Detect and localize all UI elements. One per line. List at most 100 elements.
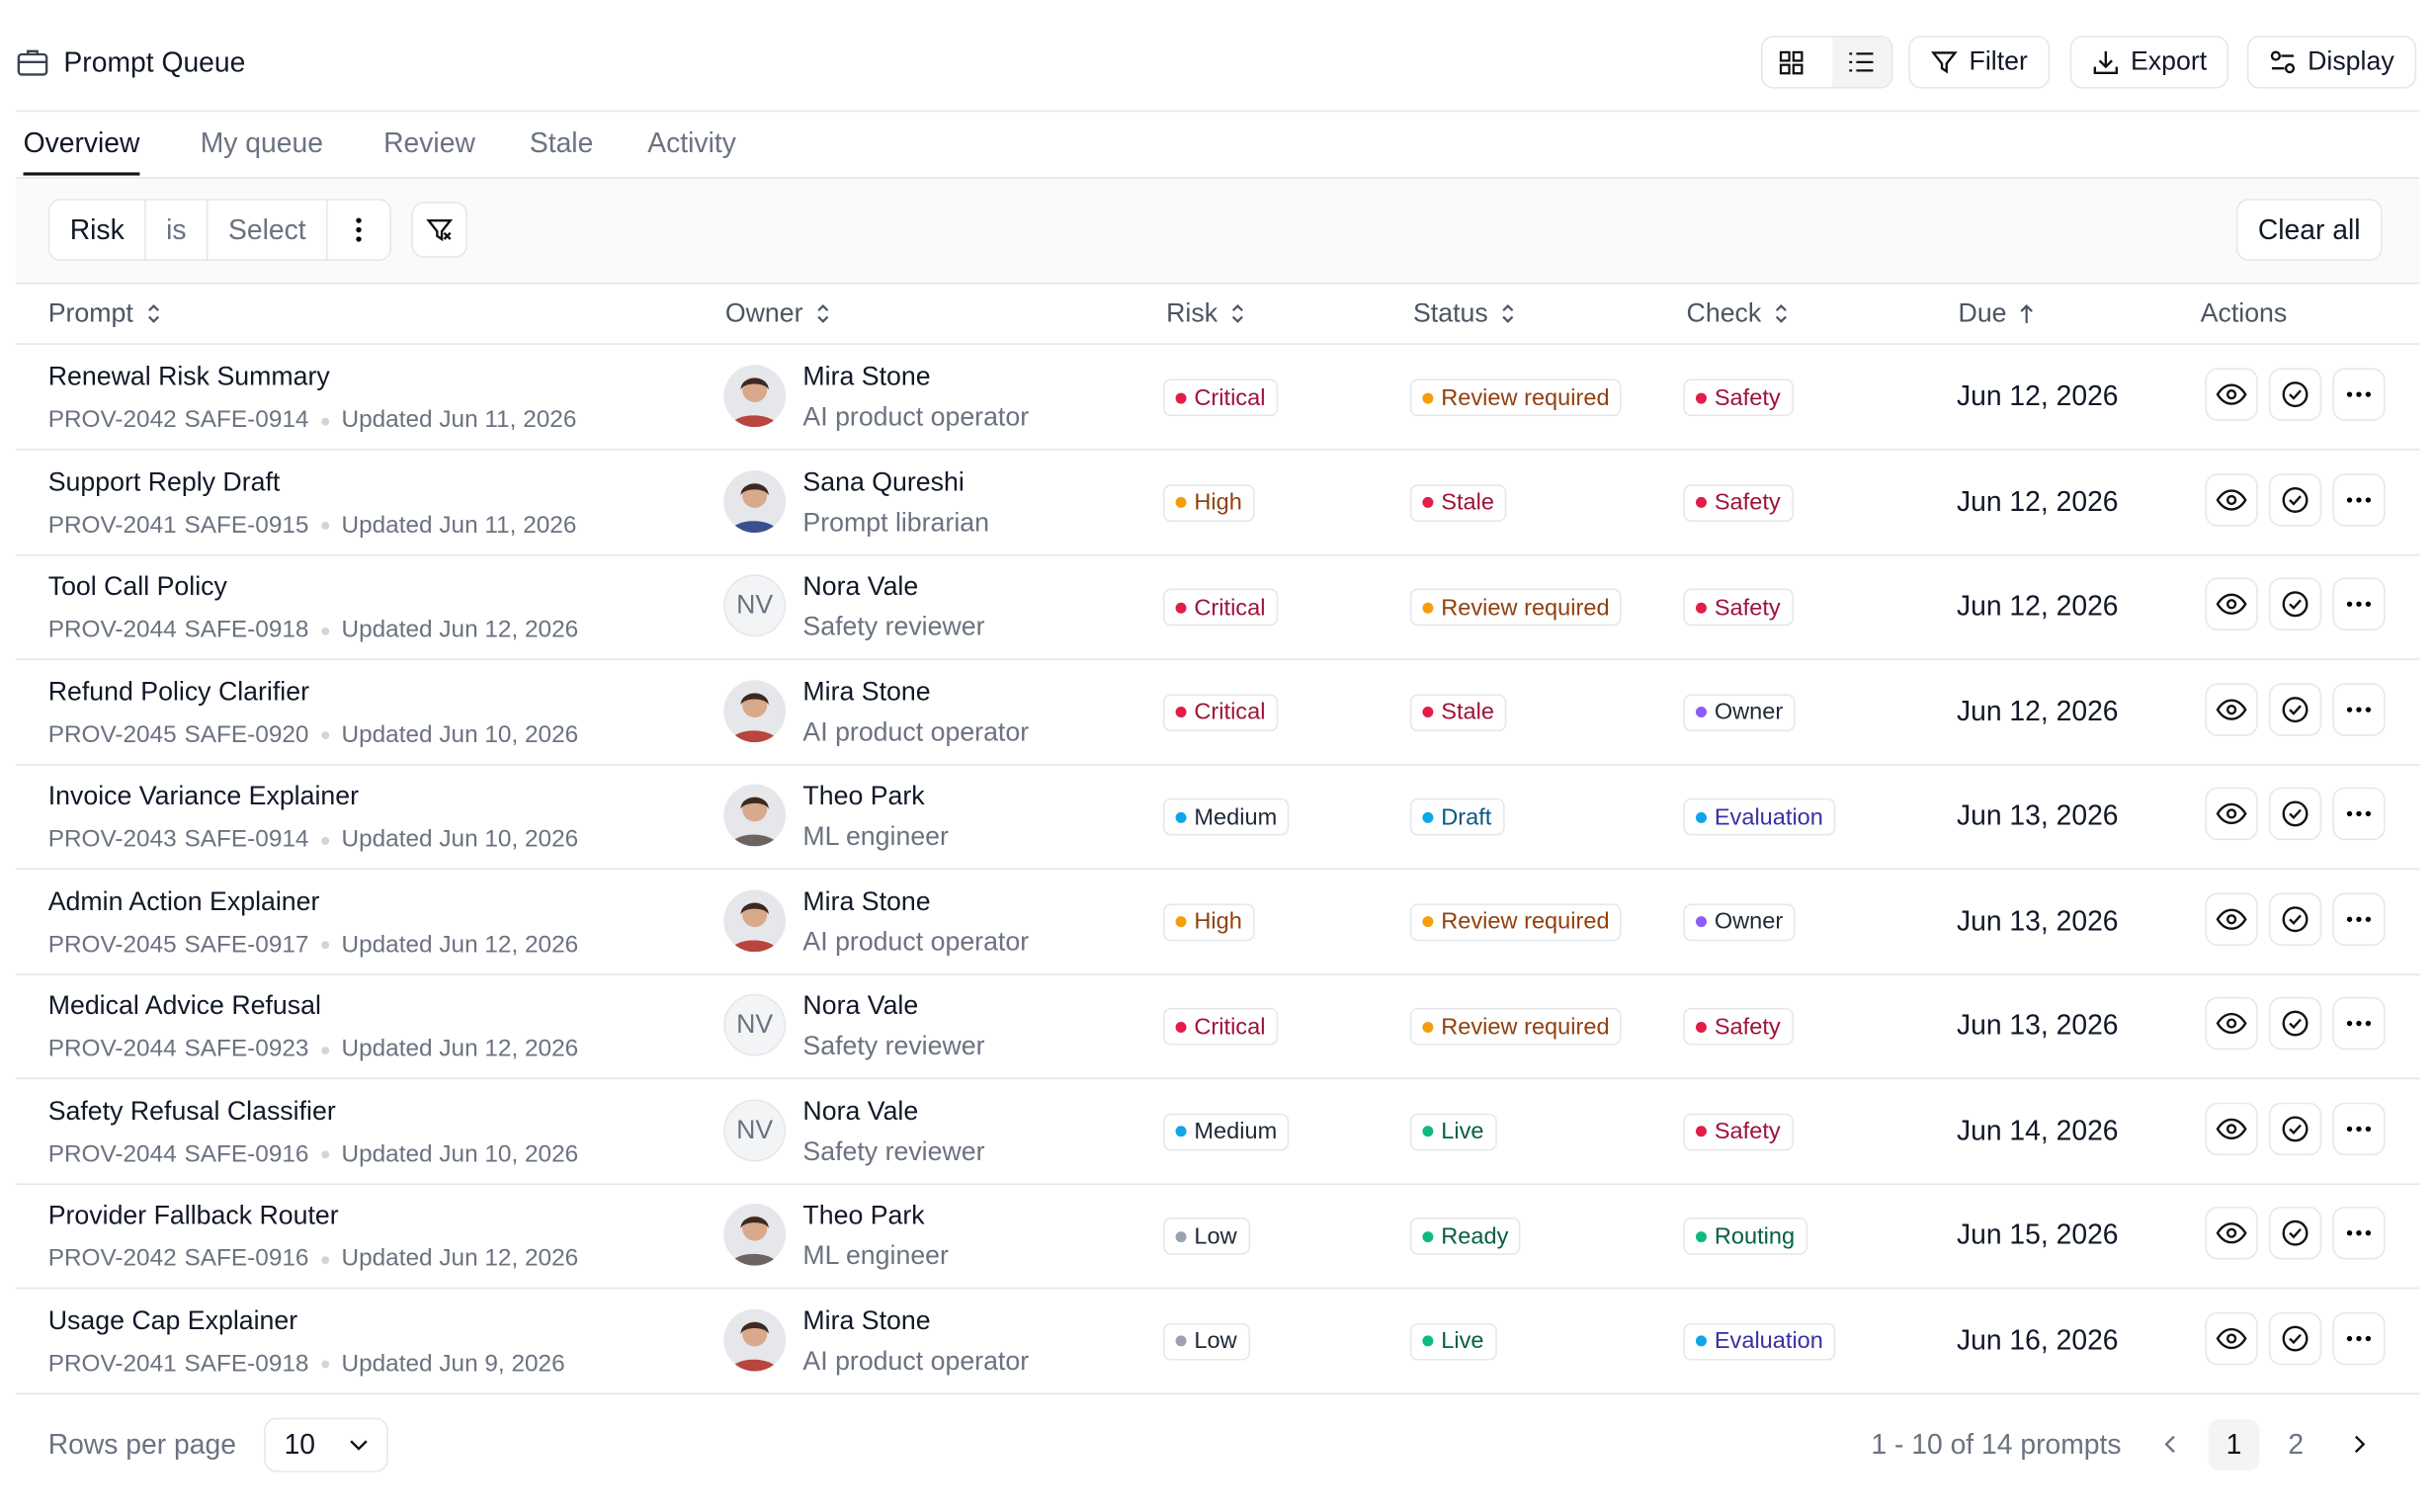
sort-icon[interactable]	[1500, 302, 1516, 324]
approve-action[interactable]	[2268, 682, 2322, 736]
view-action[interactable]	[2205, 1101, 2258, 1155]
sort-icon[interactable]	[815, 302, 831, 324]
page-button[interactable]: 1	[2208, 1419, 2260, 1471]
export-button[interactable]: Export	[2069, 36, 2229, 89]
view-action[interactable]	[2205, 1311, 2258, 1365]
tab[interactable]: Review	[383, 126, 475, 159]
badge-dot	[1695, 391, 1707, 403]
badge-label: Stale	[1441, 488, 1495, 516]
view-action[interactable]	[2205, 577, 2258, 630]
approve-action[interactable]	[2268, 1311, 2322, 1365]
badge: Review required	[1409, 902, 1623, 941]
badge-label: Critical	[1194, 699, 1266, 725]
more-action[interactable]	[2332, 472, 2386, 526]
due-date: Jun 13, 2026	[1956, 799, 2119, 831]
tab[interactable]: Overview	[23, 126, 140, 159]
sort-icon[interactable]	[1230, 302, 1246, 324]
owner-name: Mira Stone	[802, 676, 931, 707]
clear-all-button[interactable]: Clear all	[2235, 199, 2383, 261]
approve-action[interactable]	[2268, 1206, 2322, 1260]
badge-label: Live	[1441, 1118, 1484, 1145]
approve-action[interactable]	[2268, 996, 2322, 1050]
prompt-id: PROV-2041	[47, 1350, 177, 1378]
column-header[interactable]: Prompt	[48, 298, 161, 329]
prompt-title: Renewal Risk Summary	[47, 362, 330, 391]
badge-dot	[1695, 1335, 1707, 1347]
filter-operator[interactable]: is	[144, 200, 207, 260]
more-action[interactable]	[2332, 1206, 2386, 1260]
view-action[interactable]	[2205, 368, 2258, 421]
filter-button[interactable]: Filter	[1908, 36, 2050, 89]
avatar-figure	[729, 377, 780, 428]
owner-role: AI product operator	[802, 716, 1030, 747]
next-page[interactable]	[2346, 1432, 2371, 1457]
sort-icon[interactable]	[1774, 302, 1790, 324]
safe-id: SAFE-0918	[184, 616, 309, 643]
approve-action[interactable]	[2268, 891, 2322, 946]
badge-label: Stale	[1441, 699, 1495, 725]
updated: Updated Jun 10, 2026	[341, 825, 579, 853]
display-button[interactable]: Display	[2246, 36, 2416, 89]
avatar	[723, 784, 787, 847]
view-action[interactable]	[2205, 1206, 2258, 1260]
badge-label: Medium	[1194, 1118, 1278, 1145]
view-action[interactable]	[2205, 787, 2258, 841]
more-action[interactable]	[2332, 682, 2386, 736]
updated: Updated Jun 12, 2026	[341, 616, 579, 643]
approve-action[interactable]	[2268, 577, 2322, 630]
column-header[interactable]: Owner	[725, 298, 831, 329]
view-toggle[interactable]	[1760, 36, 1893, 89]
more-action[interactable]	[2332, 996, 2386, 1050]
column-header[interactable]: Check	[1687, 298, 1790, 329]
rows-per-page-select[interactable]: 10	[264, 1417, 388, 1472]
list-view[interactable]	[1832, 37, 1891, 87]
tab[interactable]: Stale	[529, 126, 594, 159]
badge-dot	[1175, 1230, 1187, 1242]
owner-name: Mira Stone	[802, 1304, 931, 1335]
approve-action[interactable]	[2268, 1101, 2322, 1155]
filter-value[interactable]: Select	[206, 200, 326, 260]
column-header[interactable]: Status	[1413, 298, 1516, 329]
badge-label: Safety	[1714, 594, 1781, 621]
table-row: Invoice Variance Explainer PROV-2043 SAFE-…	[15, 764, 2420, 870]
view-action[interactable]	[2205, 996, 2258, 1050]
sort-asc-icon[interactable]	[2019, 302, 2035, 324]
prev-page[interactable]	[2158, 1432, 2183, 1457]
more-action[interactable]	[2332, 577, 2386, 630]
more-action[interactable]	[2332, 787, 2386, 841]
table-row: Safety Refusal Classifier PROV-2044 SAFE-0…	[15, 1078, 2420, 1185]
grid-view[interactable]	[1763, 38, 1822, 87]
view-action[interactable]	[2205, 472, 2258, 526]
filter-more[interactable]	[326, 200, 389, 260]
badge: Evaluation	[1683, 1322, 1836, 1360]
owner-name: Mira Stone	[802, 362, 931, 391]
approve-action[interactable]	[2268, 787, 2322, 841]
badge-label: Owner	[1714, 699, 1784, 725]
approve-action[interactable]	[2268, 368, 2322, 421]
prompt-meta: PROV-2041 SAFE-0918 Updated Jun 9, 2026	[48, 1350, 565, 1378]
badge-dot	[1422, 601, 1434, 613]
tab[interactable]: My queue	[200, 126, 323, 159]
filter-chip[interactable]: Risk is Select	[47, 199, 392, 261]
view-action[interactable]	[2205, 891, 2258, 946]
sort-icon[interactable]	[145, 302, 161, 324]
approve-action[interactable]	[2268, 472, 2322, 526]
more-action[interactable]	[2332, 891, 2386, 946]
more-action[interactable]	[2332, 368, 2386, 421]
badge: Medium	[1162, 1112, 1290, 1150]
badge: Low	[1162, 1217, 1250, 1255]
more-action[interactable]	[2332, 1311, 2386, 1365]
badge-label: Critical	[1194, 1013, 1266, 1041]
rows-per-page-value: 10	[284, 1428, 316, 1461]
badge-dot	[1175, 601, 1187, 613]
avatar	[723, 679, 787, 742]
clear-filter-icon[interactable]	[411, 202, 467, 258]
more-action[interactable]	[2332, 1101, 2386, 1155]
view-action[interactable]	[2205, 682, 2258, 736]
column-header[interactable]: Risk	[1166, 298, 1245, 329]
page-button[interactable]: 2	[2288, 1428, 2305, 1461]
tab[interactable]: Activity	[647, 126, 736, 159]
column-header[interactable]: Due	[1959, 298, 2035, 329]
column-label: Actions	[2200, 297, 2288, 328]
filter-field[interactable]: Risk	[69, 213, 125, 246]
